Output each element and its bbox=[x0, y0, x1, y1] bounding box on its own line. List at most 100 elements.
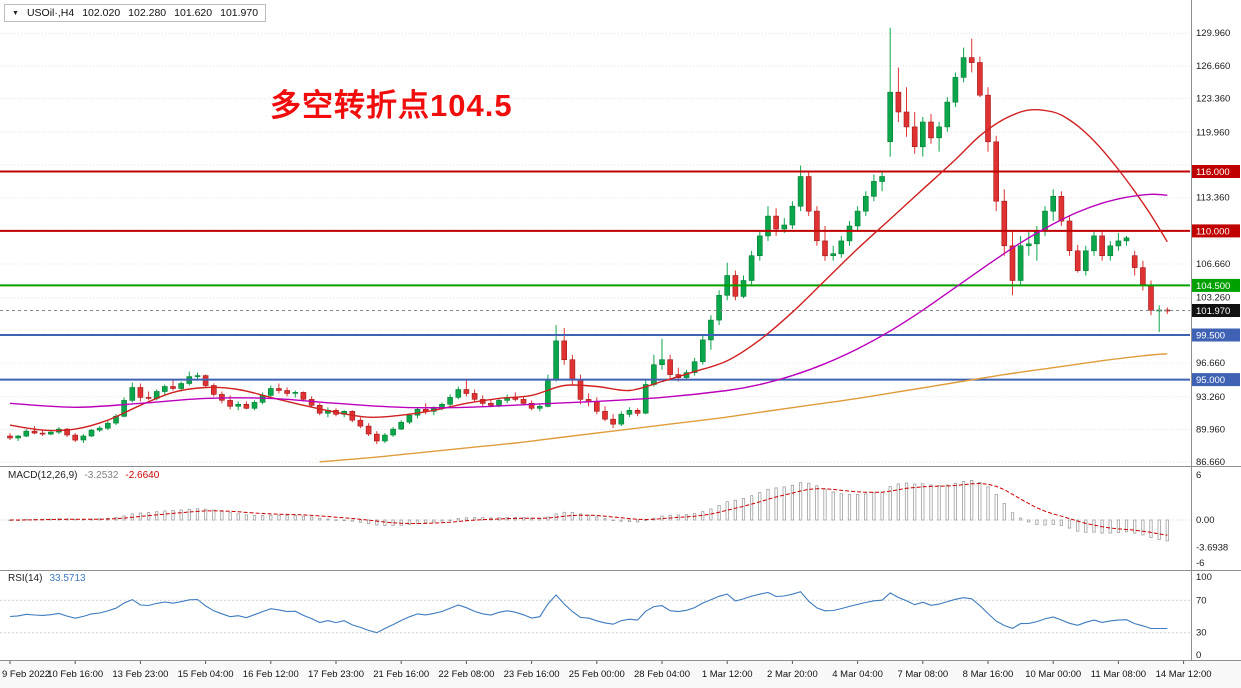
svg-text:11 Mar 08:00: 11 Mar 08:00 bbox=[1091, 669, 1146, 680]
macd-histogram-bar bbox=[741, 497, 746, 521]
macd-histogram-bar bbox=[619, 519, 623, 522]
svg-text:4 Mar 04:00: 4 Mar 04:00 bbox=[832, 669, 883, 680]
svg-text:21 Feb 16:00: 21 Feb 16:00 bbox=[373, 669, 429, 680]
macd-histogram-bar bbox=[1092, 519, 1096, 533]
macd-indicator-label: MACD(12,26,9) -3.2532 -2.6640 bbox=[8, 470, 159, 481]
macd-histogram-bar bbox=[847, 494, 852, 521]
svg-text:113.360: 113.360 bbox=[1196, 193, 1230, 204]
macd-histogram-bar bbox=[399, 519, 403, 526]
macd-histogram-bar bbox=[978, 481, 982, 521]
svg-text:110.000: 110.000 bbox=[1196, 226, 1230, 237]
macd-histogram-bar bbox=[269, 514, 273, 521]
price-axis[interactable]: 129.960 126.660 123.360 119.960 113.360 106.6… bbox=[1196, 28, 1230, 468]
macd-histogram-bar bbox=[725, 501, 729, 521]
svg-text:6: 6 bbox=[1196, 470, 1201, 481]
macd-histogram-bar bbox=[921, 483, 925, 521]
macd-histogram-bar bbox=[1002, 503, 1006, 521]
rsi-line bbox=[9, 591, 1168, 634]
ohlc-close: 101.970 bbox=[220, 7, 259, 19]
svg-text:129.960: 129.960 bbox=[1196, 28, 1230, 39]
macd-histogram-bar bbox=[1059, 519, 1063, 526]
macd-histogram-bar bbox=[636, 519, 640, 523]
svg-text:99.500: 99.500 bbox=[1196, 331, 1225, 342]
svg-text:13 Feb 23:00: 13 Feb 23:00 bbox=[112, 669, 168, 680]
macd-histogram-bar bbox=[203, 508, 208, 521]
macd-histogram-bar bbox=[252, 515, 257, 521]
svg-text:14 Mar 12:00: 14 Mar 12:00 bbox=[1156, 669, 1212, 680]
svg-text:0.00: 0.00 bbox=[1196, 515, 1215, 526]
rsi-axis[interactable]: 100 70 30 0 bbox=[1196, 572, 1212, 661]
svg-text:103.260: 103.260 bbox=[1196, 293, 1230, 304]
macd-histogram-bar bbox=[366, 519, 371, 524]
macd-histogram-bar bbox=[1141, 519, 1145, 536]
svg-text:2 Mar 20:00: 2 Mar 20:00 bbox=[767, 669, 818, 680]
macd-histogram-bar bbox=[358, 519, 363, 523]
macd-histogram-bar bbox=[1076, 519, 1080, 532]
macd-histogram-bar bbox=[1010, 512, 1015, 521]
macd-histogram-bar bbox=[244, 514, 248, 521]
macd-histogram-bar bbox=[839, 493, 843, 521]
macd-histogram-bar bbox=[864, 493, 868, 521]
macd-histogram-bar bbox=[1133, 519, 1137, 534]
macd-histogram-bar bbox=[236, 513, 240, 521]
ma-fast-red bbox=[9, 108, 1168, 432]
macd-histogram-bar bbox=[456, 518, 460, 521]
macd-histogram-bar bbox=[945, 484, 949, 521]
svg-text:86.660: 86.660 bbox=[1196, 457, 1225, 468]
macd-histogram-bar bbox=[1051, 519, 1055, 525]
macd-histogram-bar bbox=[424, 519, 428, 524]
macd-histogram-bar bbox=[595, 516, 599, 521]
macd-axis[interactable]: 6 0.00 -3.6938 -6 bbox=[1196, 470, 1228, 569]
svg-text:-6: -6 bbox=[1196, 558, 1204, 569]
macd-histogram-bar bbox=[1165, 519, 1169, 542]
ma-slow-orange bbox=[319, 353, 1168, 463]
macd-histogram-bar bbox=[277, 514, 281, 521]
symbol-dropdown-icon[interactable]: ▼ bbox=[12, 9, 19, 17]
svg-text:10 Mar 00:00: 10 Mar 00:00 bbox=[1025, 669, 1081, 680]
ma-mid-magenta bbox=[9, 193, 1168, 409]
svg-text:126.660: 126.660 bbox=[1196, 61, 1230, 72]
macd-histogram-bar bbox=[570, 512, 574, 521]
level-lines[interactable] bbox=[0, 170, 1190, 381]
time-axis-strip bbox=[0, 661, 1241, 688]
macd-histogram-bar bbox=[342, 519, 346, 522]
svg-text:70: 70 bbox=[1196, 595, 1207, 606]
macd-histogram-bar bbox=[970, 480, 974, 521]
macd-histogram-bar bbox=[856, 494, 860, 521]
macd-histogram-bar bbox=[750, 495, 754, 521]
svg-text:104.500: 104.500 bbox=[1196, 281, 1230, 292]
svg-text:16 Feb 12:00: 16 Feb 12:00 bbox=[243, 669, 299, 680]
macd-histogram-bar bbox=[823, 488, 827, 521]
macd-histogram-bar bbox=[627, 519, 632, 522]
macd-histogram-bar bbox=[285, 515, 289, 521]
macd-histogram-bar bbox=[611, 519, 615, 522]
macd-histogram-bar bbox=[440, 519, 444, 522]
macd-histogram-bar bbox=[962, 480, 966, 521]
macd-signal-value: -2.6640 bbox=[125, 470, 160, 481]
svg-text:116.000: 116.000 bbox=[1196, 167, 1230, 178]
macd-histogram-bar bbox=[212, 509, 216, 521]
macd-histogram-bar bbox=[146, 512, 151, 521]
macd-histogram-bar bbox=[334, 519, 338, 521]
svg-text:119.960: 119.960 bbox=[1196, 127, 1230, 138]
candles bbox=[7, 27, 1171, 444]
rsi-indicator-label: RSI(14) 33.5713 bbox=[8, 573, 86, 584]
svg-text:7 Mar 08:00: 7 Mar 08:00 bbox=[897, 669, 948, 680]
macd-histogram-bar bbox=[790, 484, 795, 521]
macd-histogram-bar bbox=[693, 513, 697, 521]
macd-histogram-bar bbox=[587, 514, 591, 521]
macd-histogram-bar bbox=[260, 515, 265, 521]
svg-text:9 Feb 2022: 9 Feb 2022 bbox=[2, 669, 50, 680]
macd-histogram-bar bbox=[375, 519, 379, 526]
macd-histogram-bar bbox=[546, 516, 550, 521]
pane-separators[interactable] bbox=[0, 0, 1241, 661]
svg-text:25 Feb 00:00: 25 Feb 00:00 bbox=[569, 669, 625, 680]
macd-histogram-bar bbox=[1067, 519, 1072, 529]
macd-histogram-bar bbox=[350, 519, 354, 522]
price-badges: 116.000 110.000 104.500 101.970 99.500 95.000 bbox=[1192, 165, 1240, 387]
macd-histogram-bar bbox=[293, 515, 297, 521]
svg-text:10 Feb 16:00: 10 Feb 16:00 bbox=[47, 669, 103, 680]
svg-text:17 Feb 23:00: 17 Feb 23:00 bbox=[308, 669, 364, 680]
